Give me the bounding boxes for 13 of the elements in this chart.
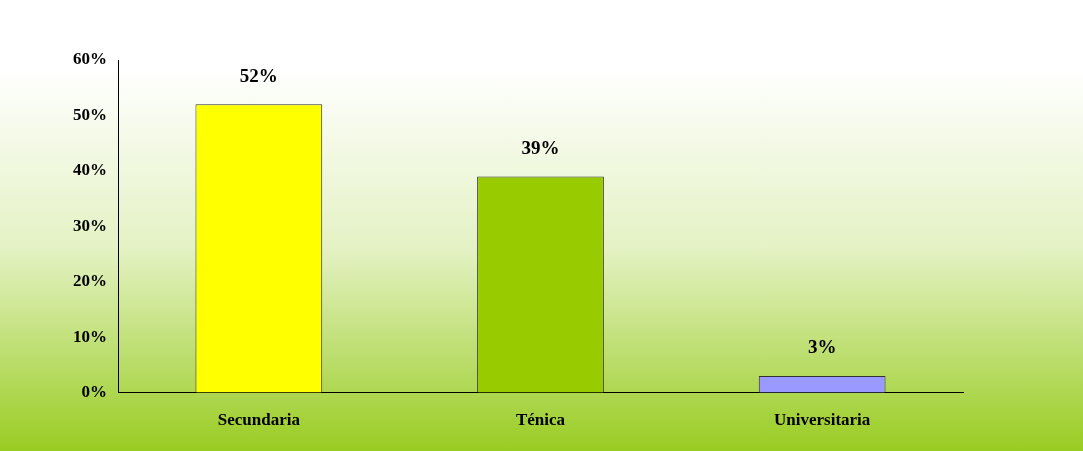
x-tick-label: Universitaria (774, 410, 871, 430)
data-label: 52% (239, 64, 278, 86)
x-tick-label: Secundaria (217, 410, 301, 430)
y-tick-label: 20% (73, 271, 107, 291)
y-tick-label: 10% (73, 326, 107, 346)
y-tick-label: 30% (73, 215, 107, 235)
data-label: 3% (807, 336, 837, 358)
data-label: 39% (521, 136, 560, 158)
y-tick-label: 0% (81, 381, 107, 401)
y-tick-label: 60% (73, 49, 107, 69)
y-tick-label: 40% (73, 160, 107, 180)
x-tick-label: Ténica (515, 410, 566, 430)
y-tick-label: 50% (73, 104, 107, 124)
